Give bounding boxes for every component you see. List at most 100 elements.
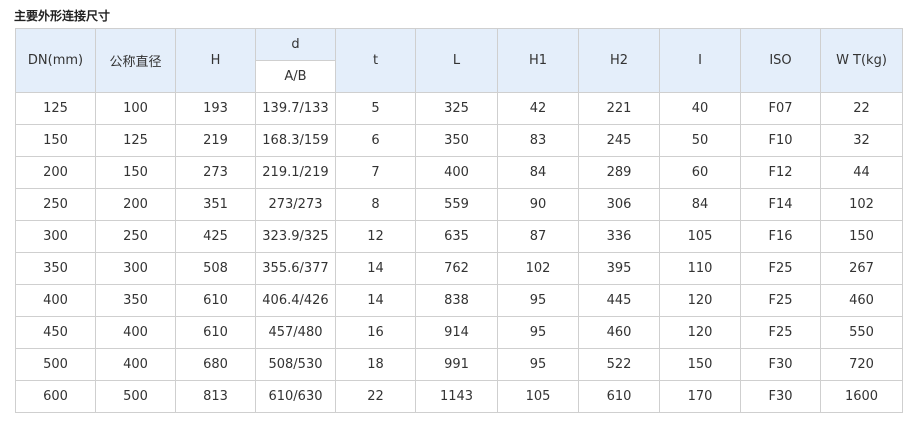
table-cell: 450 bbox=[15, 316, 96, 349]
section-title: 主要外形连接尺寸 bbox=[14, 9, 111, 23]
table-cell: 32 bbox=[820, 124, 903, 157]
table-row: 150 125 219 168.3/159 6 350 83 245 50 F10 32 bbox=[15, 124, 903, 157]
table-cell: F12 bbox=[740, 156, 821, 189]
header-t: t bbox=[335, 28, 416, 93]
table-cell: 245 bbox=[578, 124, 660, 157]
table-cell: 914 bbox=[415, 316, 498, 349]
table-cell: 323.9/325 bbox=[255, 220, 336, 253]
header-h: H bbox=[175, 28, 256, 93]
table-cell: 680 bbox=[175, 348, 256, 381]
table-row: 500 400 680 508/530 18 991 95 522 150 F30 720 bbox=[15, 348, 903, 381]
header-weight: W T(kg) bbox=[820, 28, 903, 93]
table-cell: 325 bbox=[415, 92, 498, 125]
table-cell: 102 bbox=[497, 252, 579, 285]
table-row: 450 400 610 457/480 16 914 95 460 120 F25 550 bbox=[15, 316, 903, 349]
table-cell: 219 bbox=[175, 124, 256, 157]
table-cell: 300 bbox=[95, 252, 176, 285]
table-cell: 508 bbox=[175, 252, 256, 285]
header-iso: ISO bbox=[740, 28, 821, 93]
table-cell: 200 bbox=[15, 156, 96, 189]
table-cell: 289 bbox=[578, 156, 660, 189]
table-cell: 350 bbox=[415, 124, 498, 157]
table-cell: 87 bbox=[497, 220, 579, 253]
header-nominal-diameter: 公称直径 bbox=[95, 28, 176, 93]
header-d: d bbox=[255, 28, 336, 61]
table-cell: F07 bbox=[740, 92, 821, 125]
table-cell: 12 bbox=[335, 220, 416, 253]
table-cell: 610 bbox=[175, 316, 256, 349]
table-cell: 90 bbox=[497, 188, 579, 221]
table-cell: 273/273 bbox=[255, 188, 336, 221]
table-cell: F25 bbox=[740, 316, 821, 349]
table-cell: 306 bbox=[578, 188, 660, 221]
table-cell: 550 bbox=[820, 316, 903, 349]
dimensions-table: DN(mm) 公称直径 H d t L H1 H2 I ISO W T(kg) … bbox=[15, 28, 903, 413]
table-cell: 273 bbox=[175, 156, 256, 189]
table-cell: 600 bbox=[15, 380, 96, 413]
table-cell: 6 bbox=[335, 124, 416, 157]
table-cell: 42 bbox=[497, 92, 579, 125]
table-cell: 18 bbox=[335, 348, 416, 381]
table-cell: 193 bbox=[175, 92, 256, 125]
table-cell: 102 bbox=[820, 188, 903, 221]
table-cell: F25 bbox=[740, 284, 821, 317]
table-row: 125 100 193 139.7/133 5 325 42 221 40 F07 22 bbox=[15, 92, 903, 125]
table-row: 200 150 273 219.1/219 7 400 84 289 60 F12 44 bbox=[15, 156, 903, 189]
table-cell: 300 bbox=[15, 220, 96, 253]
table-cell: 84 bbox=[497, 156, 579, 189]
table-cell: 395 bbox=[578, 252, 660, 285]
table-cell: 8 bbox=[335, 188, 416, 221]
table-cell: 610 bbox=[578, 380, 660, 413]
table-cell: 500 bbox=[15, 348, 96, 381]
table-cell: 125 bbox=[95, 124, 176, 157]
table-cell: F14 bbox=[740, 188, 821, 221]
table-row: 350 300 508 355.6/377 14 762 102 395 110 F25 267 bbox=[15, 252, 903, 285]
table-cell: 105 bbox=[659, 220, 741, 253]
table-cell: 250 bbox=[15, 188, 96, 221]
header-h2: H2 bbox=[578, 28, 660, 93]
table-cell: 221 bbox=[578, 92, 660, 125]
table-row: 300 250 425 323.9/325 12 635 87 336 105 F16 150 bbox=[15, 220, 903, 253]
table-cell: 355.6/377 bbox=[255, 252, 336, 285]
table-cell: 838 bbox=[415, 284, 498, 317]
table-cell: 200 bbox=[95, 188, 176, 221]
table-cell: 350 bbox=[15, 252, 96, 285]
header-l: L bbox=[415, 28, 498, 93]
table-cell: 1600 bbox=[820, 380, 903, 413]
table-row: 250 200 351 273/273 8 559 90 306 84 F14 102 bbox=[15, 188, 903, 221]
header-i: I bbox=[659, 28, 741, 93]
table-cell: 110 bbox=[659, 252, 741, 285]
table-cell: 84 bbox=[659, 188, 741, 221]
table-cell: 720 bbox=[820, 348, 903, 381]
table-cell: 508/530 bbox=[255, 348, 336, 381]
header-ab: A/B bbox=[255, 60, 336, 93]
table-cell: 60 bbox=[659, 156, 741, 189]
table-cell: 100 bbox=[95, 92, 176, 125]
table-cell: 610 bbox=[175, 284, 256, 317]
table-cell: 150 bbox=[659, 348, 741, 381]
table-cell: 406.4/426 bbox=[255, 284, 336, 317]
table-cell: 14 bbox=[335, 284, 416, 317]
table-cell: 1143 bbox=[415, 380, 498, 413]
table-cell: 22 bbox=[820, 92, 903, 125]
table-cell: 400 bbox=[15, 284, 96, 317]
table-cell: 168.3/159 bbox=[255, 124, 336, 157]
table-cell: 83 bbox=[497, 124, 579, 157]
header-h1: H1 bbox=[497, 28, 579, 93]
table-cell: 522 bbox=[578, 348, 660, 381]
table-cell: 991 bbox=[415, 348, 498, 381]
table-cell: 400 bbox=[95, 316, 176, 349]
table-cell: 120 bbox=[659, 316, 741, 349]
table-cell: 5 bbox=[335, 92, 416, 125]
table-cell: 150 bbox=[820, 220, 903, 253]
table-cell: 105 bbox=[497, 380, 579, 413]
table-cell: 500 bbox=[95, 380, 176, 413]
table-cell: 150 bbox=[15, 124, 96, 157]
table-cell: 445 bbox=[578, 284, 660, 317]
table-cell: 125 bbox=[15, 92, 96, 125]
table-cell: 95 bbox=[497, 284, 579, 317]
table-cell: F16 bbox=[740, 220, 821, 253]
table-cell: 170 bbox=[659, 380, 741, 413]
table-cell: 425 bbox=[175, 220, 256, 253]
table-cell: 250 bbox=[95, 220, 176, 253]
